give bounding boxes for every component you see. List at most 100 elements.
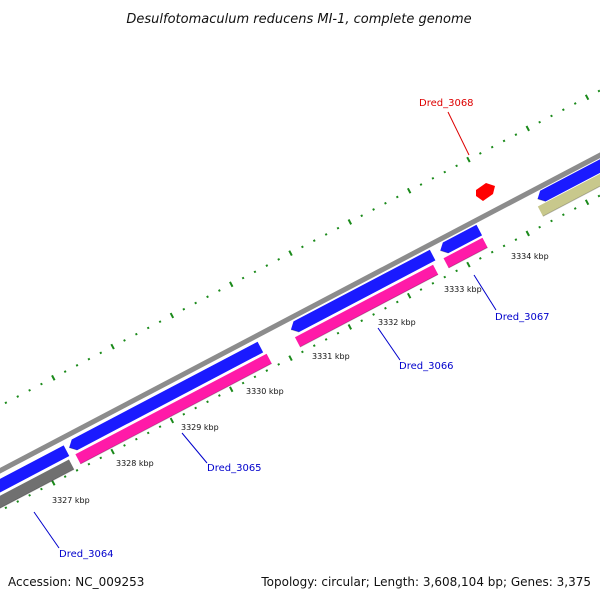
gene-bar-forward[interactable] — [537, 154, 600, 202]
inner-tick-mark — [584, 199, 590, 206]
inner-tick-mark — [265, 369, 269, 372]
tick-label: 3333 kbp — [444, 285, 482, 294]
gene-label-dred-3068[interactable]: Dred_3068 — [419, 98, 474, 109]
inner-tick-mark — [490, 250, 494, 254]
outer-tick-mark — [573, 102, 577, 105]
outer-tick-mark — [288, 250, 293, 257]
outer-tick-mark — [87, 357, 91, 361]
outer-tick-mark — [229, 281, 234, 288]
outer-tick-mark — [431, 176, 435, 180]
outer-tick-mark — [443, 170, 447, 174]
gene-bar-dred-3067[interactable] — [443, 237, 488, 269]
genome-stats-text: Topology: circular; Length: 3,608,104 bp… — [261, 575, 591, 589]
tick-label: 3332 kbp — [378, 318, 416, 327]
outer-tick-mark — [253, 270, 257, 274]
inner-tick-mark — [87, 462, 91, 466]
inner-tick-mark — [146, 431, 150, 435]
leader-line-dred-3068 — [447, 111, 470, 156]
inner-tick-mark — [63, 475, 67, 478]
inner-tick-mark — [466, 261, 471, 268]
inner-tick-mark — [347, 324, 353, 330]
gene-bar-forward[interactable] — [440, 224, 483, 254]
inner-tick-mark — [182, 412, 186, 416]
gene-features — [0, 154, 600, 511]
inner-tick-mark — [384, 306, 387, 310]
outer-tick-mark — [194, 301, 197, 305]
inner-tick-mark — [502, 244, 506, 248]
outer-tick-mark — [550, 114, 553, 118]
gene-label-dred-3066[interactable]: Dred_3066 — [399, 361, 454, 372]
map-title: Desulfotomaculum reducens MI-1, complete… — [126, 12, 471, 27]
inner-tick-mark — [360, 319, 364, 323]
inner-tick-mark — [336, 331, 340, 335]
leader-line-dred-3066 — [377, 327, 401, 361]
outer-tick-mark — [28, 388, 31, 392]
outer-tick-mark — [301, 245, 304, 249]
gene-label-dred-3065[interactable]: Dred_3065 — [207, 463, 262, 474]
gene-bar-dred-3064-reverse[interactable] — [0, 459, 75, 511]
gene-bar-dred-3064[interactable] — [0, 445, 70, 504]
inner-tick-mark — [218, 394, 221, 397]
outer-tick-mark — [277, 258, 281, 261]
inner-tick-mark — [158, 425, 162, 429]
outer-tick-mark — [478, 152, 482, 155]
inner-tick-mark — [241, 381, 245, 385]
outer-tick-mark — [562, 108, 565, 112]
inner-tick-mark — [419, 288, 423, 291]
outer-tick-mark — [51, 374, 56, 381]
outer-tick-mark — [525, 125, 530, 132]
outer-tick-mark — [324, 233, 328, 236]
tick-label: 3331 kbp — [312, 352, 350, 361]
inner-tick-mark — [312, 344, 316, 348]
outer-tick-mark — [360, 214, 364, 218]
inner-tick-mark — [4, 506, 8, 510]
genome-backbone — [0, 152, 600, 474]
gene-label-dred-3064[interactable]: Dred_3064 — [59, 549, 114, 560]
inner-tick-mark — [431, 281, 435, 285]
gene-bar-dred-3068[interactable] — [476, 183, 495, 201]
inner-tick-mark — [395, 300, 399, 304]
outer-tick-mark — [395, 195, 399, 199]
outer-tick-mark — [169, 312, 175, 319]
tick-label: 3328 kbp — [116, 459, 154, 468]
gene-bar-forward[interactable] — [290, 249, 436, 333]
gene-bar-reverse[interactable] — [537, 167, 600, 217]
gene-bar-forward[interactable] — [69, 341, 264, 451]
outer-tick-mark — [372, 208, 375, 211]
inner-tick-mark — [597, 194, 600, 198]
outer-tick-mark — [182, 307, 186, 311]
outer-tick-mark — [146, 326, 150, 330]
inner-tick-mark — [514, 238, 518, 242]
outer-tick-mark — [490, 145, 494, 149]
outer-tick-mark — [123, 339, 126, 342]
outer-tick-mark — [466, 156, 471, 163]
tick-marks — [4, 89, 600, 510]
inner-tick-mark — [288, 355, 293, 362]
inner-tick-mark — [478, 257, 482, 260]
inner-tick-mark — [538, 225, 541, 229]
inner-tick-mark — [301, 350, 304, 354]
outer-tick-mark — [99, 351, 103, 355]
inner-tick-mark — [40, 487, 43, 491]
gene-label-dred-3067[interactable]: Dred_3067 — [495, 312, 550, 323]
tick-label: 3329 kbp — [181, 423, 219, 432]
outer-tick-mark — [384, 201, 387, 205]
inner-tick-mark — [253, 375, 257, 379]
tick-label: 3330 kbp — [246, 387, 284, 396]
gene-bar-dred-3066[interactable] — [294, 264, 439, 348]
gene-bar-dred-3065[interactable] — [75, 353, 272, 465]
inner-tick-mark — [51, 479, 56, 486]
inner-tick-mark — [75, 469, 79, 472]
inner-tick-mark — [229, 386, 234, 393]
accession-text: Accession: NC_009253 — [8, 575, 145, 589]
outer-tick-mark — [406, 187, 412, 194]
outer-tick-mark — [134, 332, 138, 336]
inner-tick-mark — [562, 213, 565, 217]
leader-line-dred-3067 — [473, 274, 497, 311]
outer-tick-mark — [75, 364, 79, 367]
inner-tick-mark — [110, 448, 115, 455]
outer-tick-mark — [4, 401, 8, 405]
inner-tick-mark — [277, 363, 281, 366]
inner-tick-mark — [16, 500, 20, 503]
